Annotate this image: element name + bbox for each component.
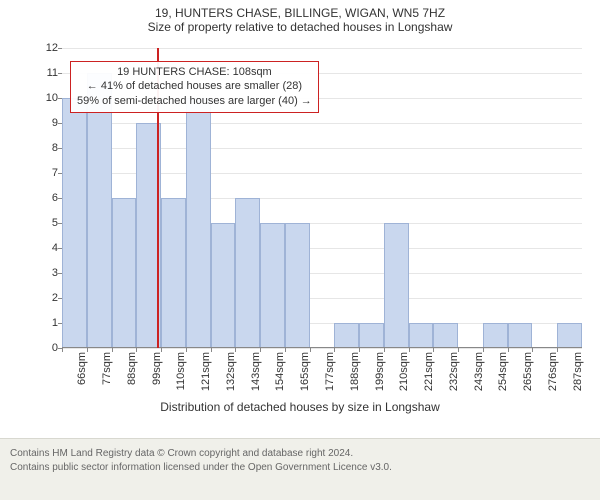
subject-callout: 19 HUNTERS CHASE: 108sqm← 41% of detache…	[70, 61, 319, 114]
xtick-mark	[458, 348, 459, 352]
x-axis-line	[62, 347, 582, 348]
bar	[384, 223, 409, 348]
x-axis-label: Distribution of detached houses by size …	[0, 400, 600, 414]
ytick-label: 11	[40, 67, 58, 79]
chart: Number of detached properties 66sqm77sqm…	[0, 40, 600, 420]
xtick-mark	[186, 348, 187, 352]
xtick-mark	[557, 348, 558, 352]
xtick-label: 232sqm	[446, 332, 460, 371]
ytick-mark	[58, 123, 62, 124]
ytick-label: 0	[40, 342, 58, 354]
footer-line-1: Contains HM Land Registry data © Crown c…	[10, 447, 590, 461]
ytick-label: 6	[40, 192, 58, 204]
xtick-label: 165sqm	[297, 332, 311, 371]
xtick-mark	[112, 348, 113, 352]
ytick-label: 3	[40, 267, 58, 279]
xtick-mark	[235, 348, 236, 352]
ytick-label: 7	[40, 167, 58, 179]
ytick-label: 12	[40, 42, 58, 54]
callout-line-1: 19 HUNTERS CHASE: 108sqm	[77, 65, 312, 80]
plot-area: 66sqm77sqm88sqm99sqm110sqm121sqm132sqm14…	[62, 48, 582, 348]
xtick-mark	[62, 348, 63, 352]
ytick-label: 1	[40, 317, 58, 329]
ytick-mark	[58, 198, 62, 199]
bar	[285, 223, 310, 348]
xtick-mark	[334, 348, 335, 352]
ytick-label: 4	[40, 242, 58, 254]
xtick-label: 287sqm	[570, 332, 584, 371]
xtick-mark	[285, 348, 286, 352]
bar	[87, 73, 112, 348]
ytick-mark	[58, 148, 62, 149]
root: { "title": "19, HUNTERS CHASE, BILLINGE,…	[0, 0, 600, 500]
ytick-mark	[58, 223, 62, 224]
xtick-mark	[136, 348, 137, 352]
xtick-mark	[483, 348, 484, 352]
callout-line-2: ← 41% of detached houses are smaller (28…	[77, 79, 312, 94]
xtick-mark	[508, 348, 509, 352]
ytick-mark	[58, 48, 62, 49]
xtick-mark	[433, 348, 434, 352]
xtick-mark	[310, 348, 311, 352]
callout-line-3: 59% of semi-detached houses are larger (…	[77, 94, 312, 109]
footer-line-2: Contains public sector information licen…	[10, 461, 590, 475]
bar	[211, 223, 236, 348]
attribution-footer: Contains HM Land Registry data © Crown c…	[0, 438, 600, 500]
ytick-mark	[58, 323, 62, 324]
page-title: 19, HUNTERS CHASE, BILLINGE, WIGAN, WN5 …	[0, 0, 600, 20]
ytick-label: 2	[40, 292, 58, 304]
xtick-mark	[409, 348, 410, 352]
page-subtitle: Size of property relative to detached ho…	[0, 20, 600, 36]
xtick-mark	[359, 348, 360, 352]
ytick-mark	[58, 248, 62, 249]
xtick-label: 265sqm	[520, 332, 534, 371]
bar	[186, 98, 211, 348]
xtick-mark	[532, 348, 533, 352]
bar	[161, 198, 186, 348]
xtick-mark	[87, 348, 88, 352]
bar	[235, 198, 260, 348]
ytick-mark	[58, 73, 62, 74]
bar	[62, 98, 87, 348]
ytick-mark	[58, 98, 62, 99]
bar	[260, 223, 285, 348]
ytick-label: 8	[40, 142, 58, 154]
ytick-label: 9	[40, 117, 58, 129]
xtick-mark	[260, 348, 261, 352]
ytick-mark	[58, 173, 62, 174]
xtick-mark	[384, 348, 385, 352]
bar	[112, 198, 137, 348]
xtick-mark	[211, 348, 212, 352]
ytick-mark	[58, 348, 62, 349]
ytick-label: 10	[40, 92, 58, 104]
ytick-mark	[58, 298, 62, 299]
ytick-label: 5	[40, 217, 58, 229]
ytick-mark	[58, 273, 62, 274]
xtick-mark	[161, 348, 162, 352]
